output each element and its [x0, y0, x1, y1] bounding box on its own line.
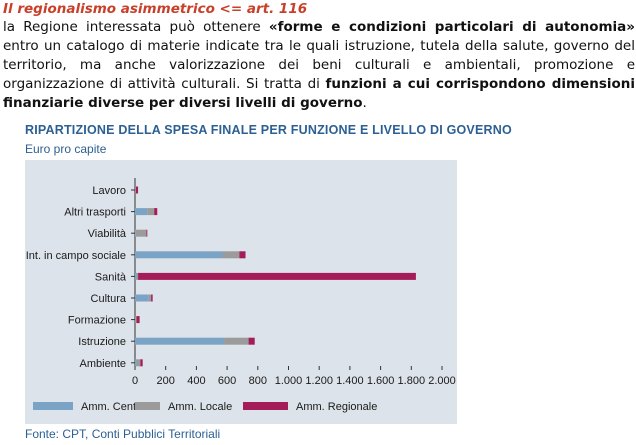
legend-label: Amm. Locale	[168, 401, 232, 413]
bar-segment	[135, 186, 139, 194]
x-tick-label: 1.200	[305, 375, 333, 387]
x-tick-label: 200	[157, 375, 175, 387]
bar-segment	[135, 316, 137, 324]
bar-segment	[135, 294, 149, 302]
bar-segment	[135, 337, 225, 345]
bar-segment	[136, 359, 141, 367]
bar-segment	[154, 208, 158, 216]
bar-segment	[138, 272, 416, 280]
bar-segment	[135, 272, 137, 280]
x-tick-label: 1.600	[367, 375, 395, 387]
x-tick-label: 1.800	[398, 375, 426, 387]
bar-segment	[146, 229, 148, 237]
x-tick-label: 600	[218, 375, 236, 387]
bar-segment	[147, 208, 155, 216]
bar-segment	[135, 251, 223, 259]
x-tick-label: 1.400	[336, 375, 364, 387]
category-label: Cultura	[91, 293, 127, 305]
category-label: Istruzione	[78, 336, 126, 348]
paragraph-text-2: entro un catalogo di materie indicate tr…	[3, 38, 635, 92]
bar-segment	[135, 229, 147, 237]
paragraph-text-3: .	[362, 95, 367, 111]
bar-segment	[151, 294, 153, 302]
bar-segment	[136, 272, 139, 280]
bar-segment	[248, 337, 255, 345]
bar-segment	[135, 229, 136, 237]
x-tick-label: 800	[249, 375, 267, 387]
chart-title: RIPARTIZIONE DELLA SPESA FINALE PER FUNZ…	[25, 123, 512, 137]
intro-paragraph: la Regione interessata può ottenere «for…	[3, 18, 635, 113]
bar-segment	[135, 359, 137, 367]
legend-swatch	[33, 402, 73, 410]
bar-chart: Lavoro Altri trasporti Viabilità Int. in ca…	[26, 178, 456, 413]
category-label: Ambiente	[80, 358, 126, 370]
x-tick-label: 0	[132, 375, 138, 387]
bar-segment	[224, 337, 249, 345]
chart-source: Fonte: CPT, Conti Pubblici Territoriali	[25, 427, 221, 441]
category-label: Formazione	[68, 315, 126, 327]
paragraph-bold-1: «forme e condizioni particolari di auton…	[268, 19, 635, 35]
bar-segment	[148, 294, 152, 302]
paragraph-text-1: la Regione interessata può ottenere	[3, 19, 269, 35]
x-tick-label: 2.000	[428, 375, 456, 387]
bar-segment	[136, 316, 140, 324]
chart-background	[25, 160, 457, 424]
category-label: Altri trasporti	[64, 207, 126, 219]
section-heading: Il regionalismo asimmetrico <= art. 116	[3, 1, 308, 17]
bar-segment	[222, 251, 240, 259]
category-label: Sanità	[95, 271, 127, 283]
bar-segment	[140, 359, 143, 367]
paragraph-bold-2: funzioni a cui corrispondono dimensioni …	[3, 76, 635, 111]
legend-swatch	[135, 402, 160, 410]
legend-swatch	[243, 402, 288, 410]
x-tick-label: 1.000	[275, 375, 303, 387]
chart-subtitle: Euro pro capite	[25, 142, 107, 156]
category-label: Lavoro	[92, 185, 126, 197]
bar-segment	[239, 251, 246, 259]
bar-segment	[135, 208, 148, 216]
legend-label: Amm. Regionale	[296, 401, 377, 413]
x-tick-label: 400	[187, 375, 205, 387]
category-label: Int. in campo sociale	[26, 250, 126, 262]
category-label: Viabilità	[88, 228, 127, 240]
bar-segment	[135, 186, 136, 194]
